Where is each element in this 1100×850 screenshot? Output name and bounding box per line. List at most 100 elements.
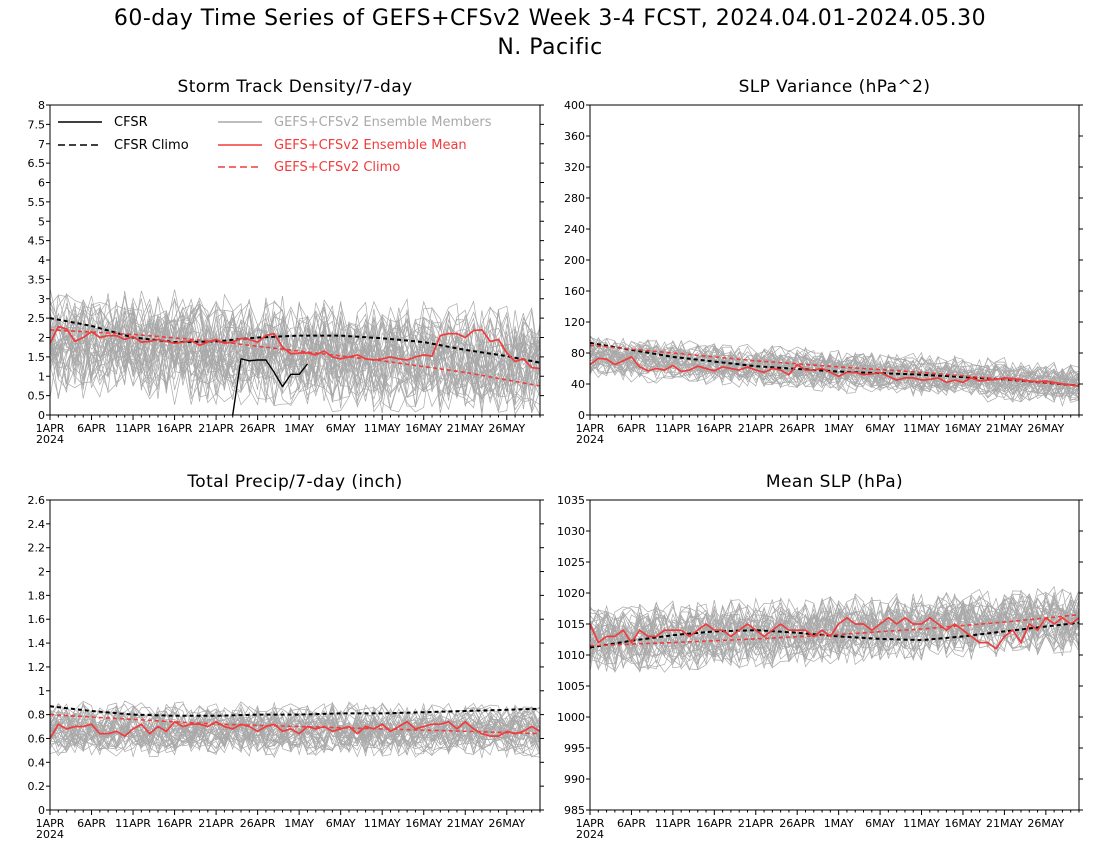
x-tick-label: 1APR	[576, 422, 605, 435]
y-tick-label: 1010	[557, 649, 585, 662]
x-tick-label: 11APR	[655, 817, 691, 830]
y-tick-label: 0	[38, 804, 45, 817]
y-tick-label: 7.5	[28, 118, 46, 131]
y-tick-label: 120	[564, 316, 585, 329]
x-tick-label: 26APR	[779, 422, 815, 435]
legend-gefs-climo-label: GEFS+CFSv2 Climo	[274, 160, 400, 175]
y-tick-label: 990	[564, 773, 585, 786]
ensemble-member-line	[590, 588, 1079, 647]
ensemble-member-line	[590, 341, 1079, 394]
y-tick-label: 200	[564, 254, 585, 267]
x-tick-label: 21APR	[198, 422, 234, 435]
y-tick-label: 0	[578, 409, 585, 422]
y-tick-label: 2.4	[28, 518, 46, 531]
y-tick-label: 1.6	[28, 613, 46, 626]
chart-panel-3: Total Precip/7-day (inch)00.20.40.60.811…	[28, 472, 544, 841]
y-tick-label: 0.8	[28, 709, 46, 722]
x-tick-label: 11MAY	[903, 817, 940, 830]
x-tick-label: 21MAY	[986, 817, 1023, 830]
panel-title: Total Precip/7-day (inch)	[186, 472, 402, 492]
legend-ens-mean-label: GEFS+CFSv2 Ensemble Mean	[274, 138, 467, 153]
ensemble-member-line	[50, 716, 540, 755]
y-tick-label: 4.5	[28, 235, 46, 248]
x-tick-label: 6MAY	[865, 817, 895, 830]
ensemble-members	[50, 288, 540, 415]
x-tick-label: 11APR	[115, 817, 151, 830]
y-tick-label: 1.8	[28, 589, 46, 602]
ensemble-member-line	[590, 354, 1079, 403]
chart-panels: Storm Track Density/7-day 0 0.5 1 1.5 2 2.5 3 3.…	[28, 77, 1083, 841]
ensemble-member-line	[50, 297, 540, 379]
ensemble-member-line	[50, 708, 540, 750]
ensemble-member-line	[50, 301, 540, 386]
ensemble-member-line	[590, 337, 1079, 390]
ensemble-member-line	[50, 301, 540, 389]
ensemble-member-line	[50, 717, 540, 759]
x-tick-label: 21APR	[738, 422, 774, 435]
x-tick-label: 6APR	[617, 422, 646, 435]
y-tick-label: 5	[38, 215, 45, 228]
x-tick-label: 21MAY	[986, 422, 1023, 435]
y-tick-label: 5.5	[28, 196, 46, 209]
y-tick-label: 40	[571, 378, 585, 391]
gefs-climo-line	[590, 613, 1079, 647]
x-tick-label: 1APR	[36, 817, 65, 830]
figure-title-line2: N. Pacific	[497, 35, 603, 60]
y-tick-label: 1015	[557, 618, 585, 631]
figure-title: 60-day Time Series of GEFS+CFSv2 Week 3-…	[0, 4, 1100, 62]
gefs-climo-line	[590, 344, 1079, 387]
y-tick-label: 985	[564, 804, 585, 817]
x-tick-label: 1MAY	[824, 422, 854, 435]
ensemble-member-line	[50, 323, 540, 414]
panel-title: Mean SLP (hPa)	[766, 472, 903, 492]
y-tick-label: 1035	[557, 494, 585, 507]
ensemble-member-line	[50, 306, 540, 397]
ensemble-member-line	[50, 307, 540, 395]
y-tick-label: 1000	[557, 711, 585, 724]
ensemble-member-line	[590, 342, 1079, 397]
y-tick-label: 995	[564, 742, 585, 755]
ensemble-member-line	[590, 603, 1079, 660]
ensemble-member-line	[50, 312, 540, 398]
y-tick-label: 1	[38, 370, 45, 383]
plot-frame	[49, 499, 541, 811]
ensemble-member-line	[590, 350, 1079, 403]
x-tick-label: 26MAY	[1027, 422, 1064, 435]
cfsr-climo-line	[590, 621, 1079, 649]
legend-cfsr-climo-label: CFSR Climo	[114, 138, 189, 153]
y-tick-label: 1030	[557, 525, 585, 538]
y-tick-label: 2.6	[28, 494, 46, 507]
x-tick-label: 1MAY	[284, 817, 314, 830]
panel-title: SLP Variance (hPa^2)	[739, 77, 931, 97]
x-tick-label: 26MAY	[488, 422, 525, 435]
x-tick-label: 16MAY	[405, 817, 442, 830]
x-tick-label: 21APR	[198, 817, 234, 830]
x-tick-label: 16MAY	[945, 422, 982, 435]
ensemble-member-line	[590, 349, 1079, 400]
x-tick-label: 26APR	[240, 817, 276, 830]
x-tick-label: 16APR	[696, 817, 732, 830]
ensemble-member-line	[50, 314, 540, 399]
ensemble-members	[50, 700, 540, 759]
x-tick-label: 1MAY	[824, 817, 854, 830]
x-tick-label: 26MAY	[488, 817, 525, 830]
x-tick-label: 16APR	[157, 422, 193, 435]
x-tick-label: 21APR	[738, 817, 774, 830]
y-tick-label: 400	[564, 99, 585, 112]
series-group	[50, 317, 540, 415]
y-tick-label: 0.4	[28, 756, 46, 769]
ensemble-mean-line	[50, 325, 540, 370]
y-tick-label: 0.5	[28, 390, 46, 403]
ensemble-mean-line	[590, 616, 1079, 650]
y-tick-label: 8	[38, 99, 45, 112]
ensemble-members	[590, 585, 1079, 673]
ensemble-member-line	[50, 716, 540, 756]
series-group	[590, 341, 1079, 388]
x-tick-label: 1MAY	[284, 422, 314, 435]
x-tick-label: 16APR	[157, 817, 193, 830]
y-tick-label: 3.5	[28, 273, 46, 286]
y-tick-label: 80	[571, 347, 585, 360]
y-tick-label: 2.2	[28, 542, 46, 555]
y-tick-label: 360	[564, 130, 585, 143]
x-year-label: 2024	[576, 828, 604, 841]
